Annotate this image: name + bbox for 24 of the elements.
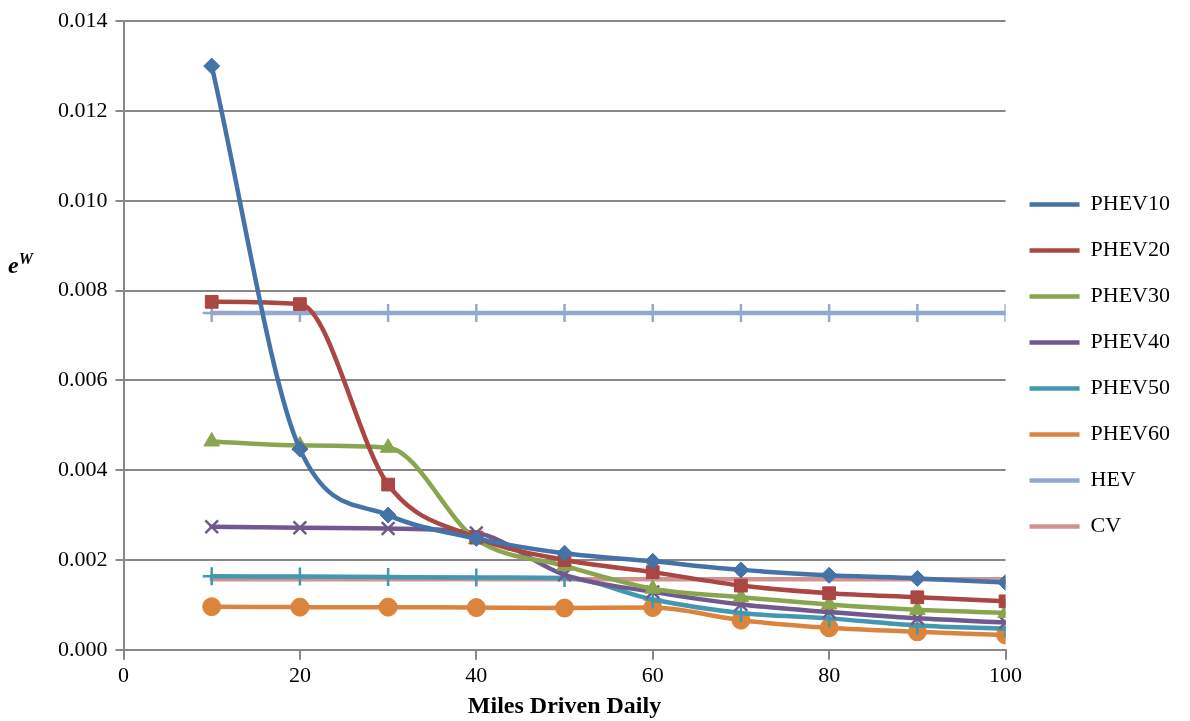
legend-label: HEV	[1090, 466, 1136, 492]
y-tick-label: 0.012	[58, 96, 108, 122]
legend-label: PHEV50	[1090, 374, 1170, 400]
x-tick-label: 100	[989, 661, 1023, 687]
legend-label: PHEV60	[1090, 420, 1170, 446]
x-axis-title: Miles Driven Daily	[467, 691, 662, 718]
y-axis-title: e$^{W}$	[8, 250, 33, 279]
legend-label: PHEV30	[1090, 282, 1170, 308]
y-tick-label: 0.010	[58, 186, 108, 212]
x-tick-label: 80	[818, 661, 841, 687]
x-tick-label: 60	[641, 661, 664, 687]
y-tick-label: 0.002	[58, 545, 108, 571]
legend-label: PHEV40	[1090, 328, 1170, 354]
y-tick-label: 0.000	[58, 635, 108, 661]
x-tick-label: 40	[465, 661, 488, 687]
y-tick-label: 0.014	[58, 6, 108, 32]
legend-label: PHEV20	[1090, 236, 1170, 262]
legend-label: PHEV10	[1090, 190, 1170, 216]
x-tick-label: 20	[288, 661, 311, 687]
legend-label: CV	[1090, 512, 1122, 538]
x-tick-label: 0	[118, 661, 129, 687]
y-tick-label: 0.004	[58, 455, 108, 481]
y-tick-label: 0.006	[58, 366, 108, 392]
y-tick-label: 0.008	[58, 276, 108, 302]
